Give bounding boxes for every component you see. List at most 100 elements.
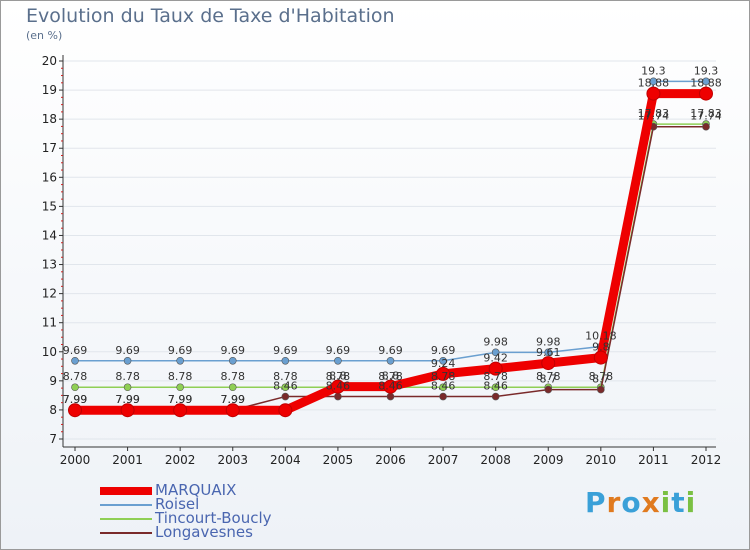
- data-label-roisel: 9.69: [63, 344, 88, 357]
- data-point-tincourt-boucly: [123, 383, 132, 392]
- series-layer: [68, 77, 713, 418]
- data-point-marquaix: [120, 403, 135, 418]
- data-label-roisel: 19.3: [694, 64, 719, 77]
- data-label-tincourt-boucly: 8.78: [168, 370, 193, 383]
- data-label-tincourt-boucly: 8.78: [378, 370, 403, 383]
- y-tick-label: 15: [42, 199, 57, 213]
- data-point-roisel: [491, 348, 500, 357]
- data-label-marquaix: 9.42: [483, 352, 508, 365]
- logo-letter: t: [671, 486, 686, 519]
- x-tick-label: 2000: [60, 453, 91, 467]
- data-point-roisel: [123, 356, 132, 365]
- data-point-roisel: [281, 356, 290, 365]
- data-point-longavesnes: [491, 392, 500, 401]
- data-point-roisel: [228, 356, 237, 365]
- y-tick-label: 7: [49, 432, 57, 446]
- y-axis-unit-label: (en %): [26, 29, 63, 42]
- legend-swatch: [100, 504, 152, 506]
- x-tick-label: 2011: [638, 453, 669, 467]
- data-label-longavesnes: 8.46: [378, 380, 403, 393]
- data-label-marquaix: 8.8: [382, 370, 400, 383]
- data-point-longavesnes: [334, 392, 342, 401]
- data-label-roisel: 9.69: [273, 344, 298, 357]
- data-point-longavesnes: [544, 385, 553, 394]
- data-label-roisel: 9.69: [431, 344, 456, 357]
- x-tick-label: 2001: [112, 453, 143, 467]
- y-tick-label: 16: [42, 170, 57, 184]
- data-label-tincourt-boucly: 8.78: [431, 370, 456, 383]
- x-tick-label: 2010: [586, 453, 617, 467]
- data-point-roisel: [176, 356, 184, 365]
- data-label-tincourt-boucly: 8.78: [326, 370, 351, 383]
- data-point-tincourt-boucly: [439, 383, 447, 392]
- y-tick-label: 20: [42, 54, 57, 68]
- x-tick-label: 2004: [270, 453, 301, 467]
- data-point-roisel: [386, 356, 395, 365]
- y-tick-label: 13: [42, 258, 57, 272]
- y-tick-label: 18: [42, 112, 57, 126]
- data-label-tincourt-boucly: 8.78: [221, 370, 246, 383]
- y-tick-label: 9: [49, 374, 57, 388]
- data-label-roisel: 9.69: [378, 344, 403, 357]
- data-label-roisel: 9.69: [221, 344, 246, 357]
- data-point-marquaix: [593, 350, 608, 365]
- x-tick-label: 2003: [217, 453, 248, 467]
- data-point-longavesnes: [597, 385, 605, 394]
- data-point-marquaix: [383, 379, 398, 394]
- data-label-longavesnes: 7.99: [63, 393, 88, 406]
- data-point-marquaix: [541, 356, 556, 371]
- logo-letter: i: [660, 486, 672, 519]
- x-tick-label: 2006: [375, 453, 406, 467]
- logo-letter: x: [641, 486, 661, 519]
- x-tick-label: 2002: [165, 453, 196, 467]
- data-point-marquaix: [646, 86, 661, 101]
- data-point-marquaix: [330, 379, 345, 394]
- data-label-tincourt-boucly: 8.78: [589, 370, 614, 383]
- data-point-marquaix: [173, 403, 188, 418]
- data-point-roisel: [702, 77, 710, 86]
- data-label-longavesnes: 7.99: [221, 393, 246, 406]
- data-label-roisel: 9.98: [536, 335, 561, 348]
- data-point-tincourt-boucly: [71, 383, 79, 392]
- data-label-tincourt-boucly: 8.78: [63, 370, 88, 383]
- data-label-longavesnes: 8.7: [540, 373, 558, 386]
- data-point-longavesnes: [702, 122, 710, 131]
- legend-label: Longavesnes: [155, 523, 253, 541]
- data-point-marquaix: [699, 86, 713, 101]
- series-line-longavesnes: [75, 125, 706, 411]
- logo-letter: P: [585, 486, 607, 519]
- data-point-roisel: [439, 356, 447, 365]
- data-label-marquaix: 7.99: [63, 393, 88, 406]
- legend-swatch: [100, 487, 152, 495]
- data-label-marquaix: 18.88: [638, 77, 670, 90]
- data-label-longavesnes: 8.46: [431, 380, 456, 393]
- chart-title: Evolution du Taux de Taxe d'Habitation: [26, 5, 395, 27]
- data-label-tincourt-boucly: 8.78: [115, 370, 140, 383]
- data-point-roisel: [649, 77, 658, 86]
- x-tick-label: 2005: [323, 453, 354, 467]
- data-point-roisel: [71, 356, 79, 365]
- y-tick-label: 11: [42, 316, 57, 330]
- data-label-tincourt-boucly: 8.78: [483, 370, 508, 383]
- data-label-longavesnes: 7.99: [168, 393, 193, 406]
- data-label-roisel: 9.69: [326, 344, 351, 357]
- x-tick-label: 2009: [533, 453, 564, 467]
- data-label-roisel: 9.69: [168, 344, 193, 357]
- y-tick-label: 10: [42, 345, 57, 359]
- y-tick-label: 14: [42, 228, 57, 242]
- data-point-tincourt-boucly: [491, 383, 500, 392]
- y-tick-label: 17: [42, 141, 57, 155]
- data-label-marquaix: 7.99: [168, 393, 193, 406]
- y-tick-label: 19: [42, 83, 57, 97]
- data-point-marquaix: [436, 366, 451, 381]
- data-point-marquaix: [278, 403, 293, 418]
- data-label-marquaix: 9.8: [592, 341, 610, 354]
- data-label-marquaix: 9.24: [431, 357, 456, 370]
- data-label-marquaix: 9.61: [536, 346, 561, 359]
- data-label-longavesnes: 8.46: [273, 380, 298, 393]
- legend-label: Roisel: [155, 495, 200, 513]
- data-label-roisel: 10.18: [585, 330, 617, 343]
- data-point-tincourt-boucly: [176, 383, 184, 392]
- x-tick-label: 2008: [480, 453, 511, 467]
